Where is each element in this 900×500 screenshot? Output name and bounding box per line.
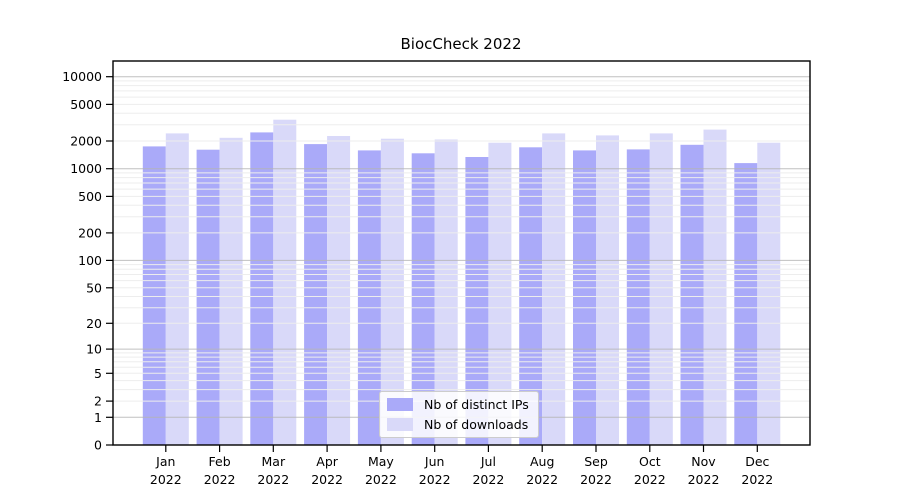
bar-downloads-may bbox=[380, 138, 404, 445]
bar-distinct-ips-oct bbox=[626, 149, 650, 445]
x-tick-label-month: May bbox=[368, 454, 394, 469]
x-tick-label-month: Sep bbox=[584, 454, 608, 469]
bar-downloads-mar bbox=[273, 119, 297, 445]
y-tick-label: 10000 bbox=[62, 69, 102, 84]
x-tick-label-month: Apr bbox=[316, 454, 338, 469]
bar-downloads-aug bbox=[542, 133, 566, 445]
bar-downloads-jul bbox=[488, 142, 512, 445]
x-tick-label-year: 2022 bbox=[204, 472, 236, 487]
x-tick-label-month: Aug bbox=[530, 454, 554, 469]
plot-frame bbox=[112, 60, 811, 446]
y-tick-label: 50 bbox=[86, 280, 102, 295]
x-tick-label-month: Jun bbox=[424, 454, 445, 469]
bar-distinct-ips-mar bbox=[250, 132, 274, 445]
bar-distinct-ips-dec bbox=[734, 163, 758, 445]
x-tick-label-month: Jul bbox=[480, 454, 496, 469]
y-tick-label: 100 bbox=[78, 253, 102, 268]
x-tick-label-year: 2022 bbox=[365, 472, 397, 487]
bar-distinct-ips-nov bbox=[680, 144, 704, 446]
y-tick-label: 1 bbox=[94, 410, 102, 425]
y-tick-label: 10 bbox=[86, 342, 102, 357]
bar-downloads-oct bbox=[649, 133, 673, 445]
y-tick-label: 5000 bbox=[70, 97, 102, 112]
x-tick-label-year: 2022 bbox=[419, 472, 451, 487]
bar-distinct-ips-sep bbox=[573, 150, 596, 445]
bar-distinct-ips-apr bbox=[304, 144, 328, 445]
chart-title: BiocCheck 2022 bbox=[400, 35, 522, 53]
bar-distinct-ips-may bbox=[357, 150, 381, 445]
y-tick-label: 2 bbox=[94, 394, 102, 409]
x-tick-label-month: Feb bbox=[209, 454, 231, 469]
bar-downloads-jan bbox=[165, 133, 189, 445]
x-tick-label-month: Mar bbox=[262, 454, 286, 469]
x-tick-label-month: Jan bbox=[155, 454, 175, 469]
y-tick-label: 5 bbox=[94, 366, 102, 381]
x-tick-label-year: 2022 bbox=[311, 472, 343, 487]
x-tick-label-month: Nov bbox=[691, 454, 716, 469]
x-tick-label-year: 2022 bbox=[257, 472, 289, 487]
x-tick-label-year: 2022 bbox=[472, 472, 504, 487]
y-tick-label: 200 bbox=[78, 225, 102, 240]
x-tick-label-year: 2022 bbox=[741, 472, 773, 487]
x-tick-label-year: 2022 bbox=[688, 472, 720, 487]
x-tick-label-month: Oct bbox=[639, 454, 661, 469]
bar-distinct-ips-jun bbox=[411, 153, 435, 446]
legend-label-downloads: Nb of downloads bbox=[424, 417, 529, 432]
x-tick-label-year: 2022 bbox=[580, 472, 612, 487]
x-tick-label-year: 2022 bbox=[150, 472, 182, 487]
y-tick-label: 2000 bbox=[70, 134, 102, 149]
y-tick-label: 1000 bbox=[70, 161, 102, 176]
bar-downloads-apr bbox=[327, 136, 351, 445]
bar-downloads-feb bbox=[219, 137, 243, 446]
y-tick-label: 0 bbox=[94, 438, 102, 453]
bar-downloads-dec bbox=[757, 142, 781, 445]
y-tick-label: 20 bbox=[86, 316, 102, 331]
legend-item-downloads: Nb of downloads bbox=[387, 417, 529, 432]
x-tick-label-year: 2022 bbox=[634, 472, 666, 487]
bar-downloads-sep bbox=[596, 135, 619, 445]
bar-distinct-ips-jan bbox=[142, 146, 166, 445]
legend-item-distinct-ips: Nb of distinct IPs bbox=[387, 397, 529, 412]
legend-swatch-downloads bbox=[387, 418, 413, 431]
x-tick-label-year: 2022 bbox=[526, 472, 558, 487]
bar-distinct-ips-feb bbox=[196, 149, 220, 445]
bar-downloads-jun bbox=[434, 139, 458, 445]
legend-swatch-distinct-ips bbox=[387, 398, 413, 411]
y-tick-label: 500 bbox=[78, 189, 102, 204]
legend-label-distinct-ips: Nb of distinct IPs bbox=[424, 397, 529, 412]
legend: Nb of distinct IPs Nb of downloads bbox=[379, 391, 539, 438]
x-tick-label-month: Dec bbox=[745, 454, 769, 469]
